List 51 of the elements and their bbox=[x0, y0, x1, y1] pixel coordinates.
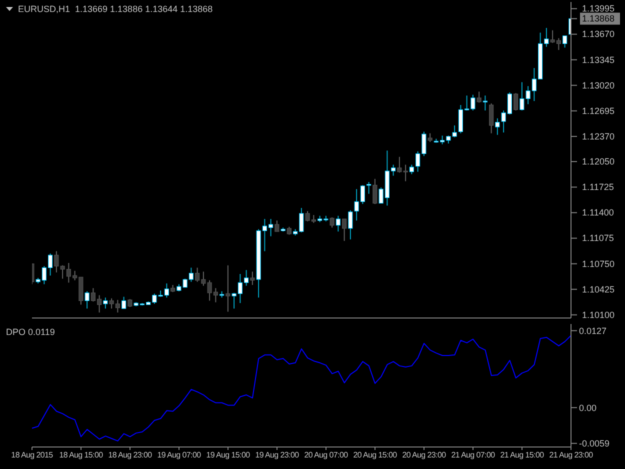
x-tick-label: 19 Aug 23:00 bbox=[255, 450, 300, 460]
x-tick-label: 21 Aug 23:00 bbox=[549, 450, 594, 460]
candlestick bbox=[348, 210, 353, 240]
y-tick-label: 1.10100 bbox=[582, 310, 615, 320]
candlestick bbox=[409, 164, 414, 175]
y-tick-label: 1.11400 bbox=[582, 208, 614, 218]
candlestick bbox=[274, 220, 280, 232]
y-tick-label: 1.12050 bbox=[582, 156, 615, 167]
x-tick-label: 21 Aug 07:00 bbox=[451, 450, 496, 460]
y-tick-label: 1.11075 bbox=[582, 233, 614, 244]
y-tick-label: 0.0127 bbox=[579, 326, 607, 336]
candlestick bbox=[342, 218, 347, 242]
x-tick-label: 18 Aug 15:00 bbox=[59, 450, 104, 460]
candlestick bbox=[562, 35, 568, 48]
y-tick-label: 1.11725 bbox=[582, 182, 614, 192]
y-tick-label: 0.00 bbox=[579, 402, 597, 413]
x-tick-label: 18 Aug 23:00 bbox=[108, 450, 153, 460]
y-tick-label: 1.13995 bbox=[582, 4, 615, 14]
candlestick bbox=[372, 178, 378, 205]
y-tick-label: 1.13868 bbox=[582, 14, 615, 24]
chart-title: DPO 0.0119 bbox=[6, 327, 55, 337]
candlestick bbox=[482, 95, 488, 111]
candlestick bbox=[84, 290, 90, 310]
candlestick bbox=[330, 216, 334, 228]
y-tick-label: 1.13020 bbox=[582, 80, 615, 90]
candlestick bbox=[366, 182, 372, 194]
candlestick bbox=[476, 91, 482, 104]
candlestick bbox=[489, 102, 494, 134]
candlestick bbox=[336, 215, 340, 232]
y-tick-label: 1.13670 bbox=[582, 29, 615, 40]
candlestick bbox=[103, 297, 108, 310]
y-tick-label: 1.10425 bbox=[582, 284, 615, 294]
x-tick-label: 18 Aug 2015 bbox=[11, 450, 54, 460]
candlestick bbox=[122, 296, 126, 310]
candlestick bbox=[495, 118, 500, 136]
y-tick-label: 1.13345 bbox=[582, 54, 615, 65]
candlestick bbox=[226, 264, 230, 312]
candlestick bbox=[250, 271, 255, 286]
x-tick-label: 20 Aug 07:00 bbox=[304, 450, 349, 460]
y-tick-label: -0.0059 bbox=[579, 438, 610, 449]
chart-title: EURUSD,H1 1.13669 1.13886 1.13644 1.13868 bbox=[18, 4, 213, 14]
y-tick-label: 1.12370 bbox=[582, 131, 615, 142]
x-tick-label: 19 Aug 15:00 bbox=[206, 450, 251, 460]
x-tick-label: 20 Aug 23:00 bbox=[402, 450, 447, 460]
x-tick-label: 20 Aug 15:00 bbox=[353, 450, 398, 460]
y-tick-label: 1.10750 bbox=[582, 258, 615, 269]
y-tick-label: 1.12695 bbox=[582, 106, 615, 116]
candlestick bbox=[514, 92, 518, 111]
x-tick-label: 19 Aug 07:00 bbox=[157, 450, 202, 460]
x-tick-label: 21 Aug 15:00 bbox=[500, 450, 545, 460]
line-series bbox=[32, 335, 572, 442]
